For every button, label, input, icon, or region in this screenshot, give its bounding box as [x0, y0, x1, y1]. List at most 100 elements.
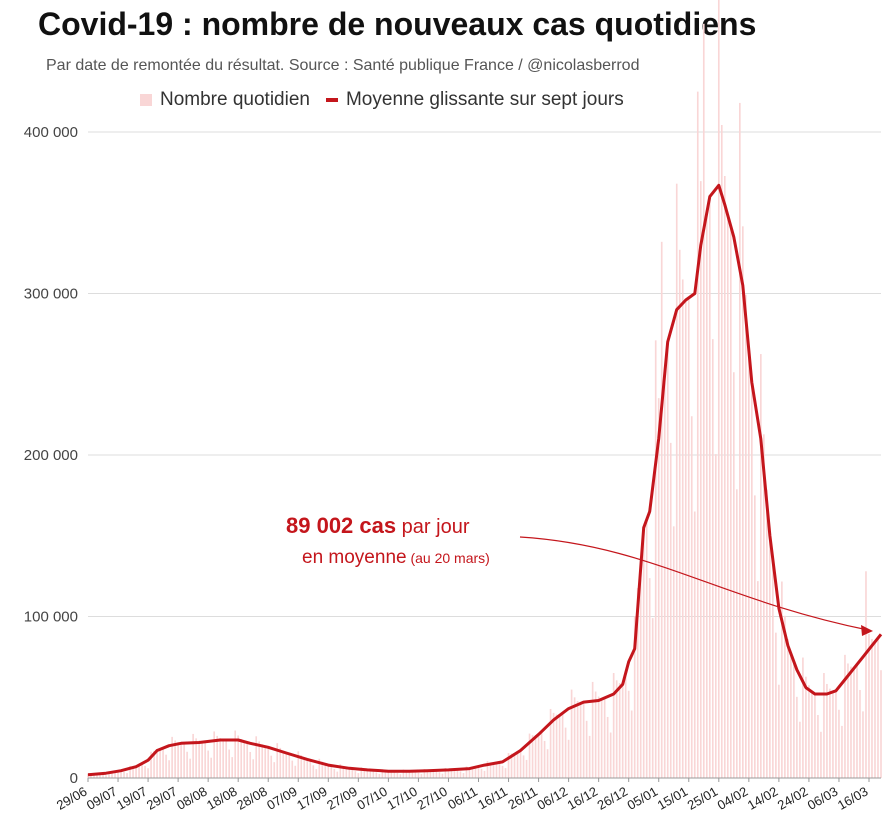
daily-bar [696, 91, 699, 778]
x-tick-label: 29/06 [54, 784, 90, 813]
daily-bar [291, 760, 294, 778]
daily-bar [763, 434, 765, 778]
daily-bar [201, 742, 203, 778]
daily-bar [87, 773, 89, 778]
daily-bar [141, 763, 143, 778]
daily-bar [720, 125, 723, 779]
daily-bar [531, 735, 534, 778]
daily-bar [243, 741, 246, 778]
daily-bar [672, 526, 675, 778]
daily-bar [684, 299, 687, 778]
daily-bar [447, 768, 450, 778]
daily-bar [249, 751, 252, 778]
legend-line-swatch [325, 98, 338, 102]
daily-bar [105, 775, 107, 778]
daily-bar [648, 578, 651, 778]
x-tick-label: 24/02 [775, 784, 811, 813]
daily-bar [775, 632, 777, 778]
daily-bar [459, 771, 462, 778]
daily-bar [303, 757, 306, 778]
daily-bar [642, 527, 645, 778]
daily-bar [189, 758, 191, 778]
daily-bar [183, 743, 185, 778]
y-tick-label: 100 000 [24, 609, 78, 626]
daily-bar [348, 768, 351, 778]
daily-bar [426, 769, 429, 778]
daily-bar [549, 708, 552, 778]
x-tick-label: 17/09 [294, 784, 330, 813]
daily-bar [369, 770, 372, 778]
daily-bar [171, 736, 173, 778]
daily-bar [90, 774, 92, 778]
daily-bar [805, 676, 807, 778]
x-tick-label: 27/10 [414, 784, 450, 813]
daily-bar [552, 712, 555, 778]
daily-bar [594, 691, 597, 778]
x-tick-label: 09/07 [84, 784, 120, 813]
daily-bar [393, 771, 396, 778]
daily-bar [606, 716, 609, 778]
x-tick-label: 16/12 [564, 784, 600, 813]
daily-bar [519, 750, 522, 778]
daily-bar [123, 771, 125, 778]
daily-bars [87, 0, 882, 779]
daily-bar [711, 339, 714, 778]
daily-bar [99, 773, 101, 778]
daily-bar [177, 742, 179, 778]
daily-bar [285, 752, 288, 778]
daily-bar [841, 725, 843, 778]
daily-bar [207, 750, 209, 778]
annotation-per-day: par jour [396, 516, 470, 538]
annotation-date-note: (au 20 mars) [406, 550, 490, 566]
daily-bar [336, 771, 339, 778]
daily-bar [729, 226, 732, 779]
annotation-average: en moyenne [302, 547, 407, 568]
daily-bar [498, 762, 501, 778]
chart-subtitle: Par date de remontée du résultat. Source… [46, 57, 640, 74]
y-tick-label: 200 000 [24, 447, 78, 464]
daily-bar [312, 765, 315, 778]
daily-bar [585, 720, 588, 778]
daily-bar [654, 340, 657, 778]
daily-bar [669, 442, 672, 778]
daily-bar [504, 768, 507, 778]
daily-bar [723, 176, 726, 779]
daily-bar [480, 768, 483, 778]
daily-bar [453, 769, 456, 778]
daily-bar [441, 773, 444, 778]
daily-bar [273, 762, 276, 778]
daily-bar [537, 734, 540, 778]
daily-bar [591, 681, 594, 778]
x-tick-label: 25/01 [685, 784, 721, 813]
daily-bar [516, 752, 519, 778]
x-tick-label: 27/09 [324, 784, 360, 813]
daily-bar [853, 668, 855, 778]
daily-bar [525, 759, 528, 778]
daily-bar [811, 691, 813, 778]
legend-line-label: Moyenne glissante sur sept jours [345, 89, 624, 110]
daily-bar [489, 762, 492, 778]
daily-bar [751, 382, 753, 778]
daily-bar [522, 755, 525, 778]
daily-bar [624, 673, 627, 778]
daily-bar [660, 241, 663, 778]
daily-bar [754, 495, 756, 778]
daily-bar [165, 754, 167, 778]
daily-bar [144, 765, 146, 778]
daily-bar [318, 758, 321, 778]
daily-bar [687, 297, 690, 778]
daily-bar [300, 755, 303, 778]
x-tick-label: 07/10 [354, 784, 390, 813]
daily-bar [871, 638, 873, 778]
daily-bar [96, 773, 98, 778]
legend-bars-label: Nombre quotidien [160, 89, 310, 110]
daily-bar [621, 684, 624, 778]
daily-bar [372, 770, 375, 778]
daily-bar [738, 102, 741, 779]
daily-bar [513, 753, 516, 778]
daily-bar [195, 738, 197, 778]
daily-bar [366, 769, 369, 778]
daily-bar [627, 690, 630, 778]
daily-bar [345, 767, 348, 778]
